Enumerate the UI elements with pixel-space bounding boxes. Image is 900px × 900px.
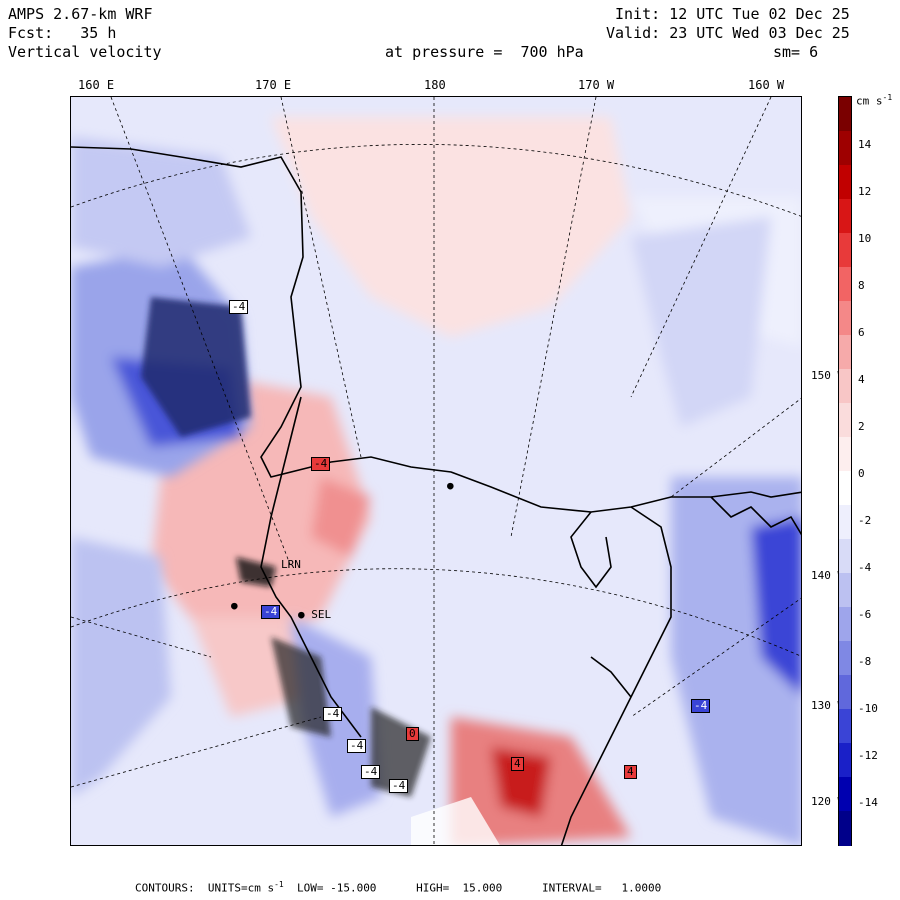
map-canvas bbox=[71, 97, 801, 845]
graticule bbox=[71, 97, 801, 845]
init-time: Init: 12 UTC Tue 02 Dec 25 bbox=[615, 5, 850, 23]
colorbar-segment bbox=[839, 573, 851, 608]
lat-label-120w: 120 W bbox=[810, 795, 846, 808]
colorbar-tick-label: 12 bbox=[858, 185, 872, 198]
lon-label-160e: 160 E bbox=[78, 78, 115, 92]
colorbar-segment bbox=[839, 233, 851, 268]
vertical-velocity-map: ● SEL LRN ● ● -4 -4 -4 -4 -4 -4 4 4 -4 -… bbox=[70, 96, 802, 846]
contour-info: CONTOURS: UNITS=cm s-1 LOW= -15.000 HIGH… bbox=[135, 880, 662, 895]
lat-label-150w: 150 W bbox=[810, 369, 846, 382]
contour-value-label: -4 bbox=[261, 605, 281, 619]
colorbar-segment bbox=[839, 267, 851, 302]
colorbar-tick-label: -12 bbox=[858, 749, 878, 762]
colorbar-segment bbox=[839, 675, 851, 710]
lon-label-170w: 170 W bbox=[578, 78, 615, 92]
lat-label-130w: 130 W bbox=[810, 699, 846, 712]
pressure-level: at pressure = 700 hPa bbox=[385, 43, 584, 61]
colorbar-tick-label: 2 bbox=[858, 420, 865, 433]
colorbar-segment bbox=[839, 811, 851, 846]
station-marker: ● bbox=[231, 599, 238, 612]
colorbar-tick-label: 0 bbox=[858, 467, 865, 480]
colorbar-segment bbox=[839, 437, 851, 472]
colorbar-segment bbox=[839, 131, 851, 166]
contour-value-label: 4 bbox=[624, 765, 637, 779]
colorbar-segment bbox=[839, 709, 851, 744]
negative-region bbox=[71, 137, 801, 845]
colorbar-segment bbox=[839, 335, 851, 370]
valid-time: Valid: 23 UTC Wed 03 Dec 25 bbox=[606, 24, 850, 42]
colorbar-tick-label: -2 bbox=[858, 514, 872, 527]
contour-value-label: -4 bbox=[323, 707, 343, 721]
colorbar-tick-label: 10 bbox=[858, 232, 872, 245]
colorbar-tick-label: -8 bbox=[858, 655, 872, 668]
colorbar-tick-label: -6 bbox=[858, 608, 872, 621]
colorbar-tick-label: 8 bbox=[858, 279, 865, 292]
colorbar-segment bbox=[839, 199, 851, 234]
colorbar-segment bbox=[839, 539, 851, 574]
field-name: Vertical velocity bbox=[8, 43, 162, 61]
colorbar-segment bbox=[839, 369, 851, 404]
station-marker: ● bbox=[447, 479, 454, 492]
station-sel: ● SEL bbox=[298, 608, 332, 621]
lon-label-160w: 160 W bbox=[748, 78, 785, 92]
lon-label-180: 180 bbox=[424, 78, 446, 92]
colorbar-segment bbox=[839, 403, 851, 438]
colorbar-segment bbox=[839, 301, 851, 336]
contour-value-label: -4 bbox=[229, 300, 249, 314]
lat-label-140w: 140 W bbox=[810, 569, 846, 582]
colorbar bbox=[838, 96, 852, 846]
forecast-hour: Fcst: 35 h bbox=[8, 24, 117, 42]
colorbar-tick-label: -14 bbox=[858, 796, 878, 809]
colorbar-segment bbox=[839, 777, 851, 812]
colorbar-segment bbox=[839, 641, 851, 676]
colorbar-segment bbox=[839, 505, 851, 540]
colorbar-unit: cm s-1 bbox=[856, 93, 893, 108]
contour-value-label: -4 bbox=[347, 739, 367, 753]
colorbar-tick-label: 4 bbox=[858, 373, 865, 386]
colorbar-segment bbox=[839, 165, 851, 200]
colorbar-segment bbox=[839, 607, 851, 642]
colorbar-segment bbox=[839, 97, 851, 132]
smoothing: sm= 6 bbox=[773, 43, 819, 61]
colorbar-segment bbox=[839, 743, 851, 778]
contour-value-label: -4 bbox=[691, 699, 711, 713]
model-title: AMPS 2.67-km WRF bbox=[8, 5, 153, 23]
colorbar-tick-label: -4 bbox=[858, 561, 872, 574]
station-lrn: LRN bbox=[281, 558, 301, 571]
contour-value-label: -4 bbox=[361, 765, 381, 779]
colorbar-segment bbox=[839, 471, 851, 506]
lon-label-170e: 170 E bbox=[255, 78, 292, 92]
colorbar-tick-label: 14 bbox=[858, 138, 872, 151]
contour-value-label: 0 bbox=[406, 727, 419, 741]
colorbar-tick-label: 6 bbox=[858, 326, 865, 339]
contour-value-label: -4 bbox=[389, 779, 409, 793]
contour-value-label: 4 bbox=[511, 757, 524, 771]
colorbar-tick-label: -10 bbox=[858, 702, 878, 715]
contour-value-label: -4 bbox=[311, 457, 331, 471]
